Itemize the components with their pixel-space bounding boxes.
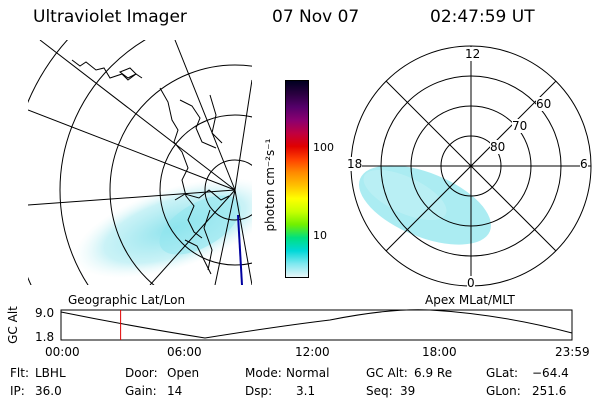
- colorbar-tick-10: 10: [313, 229, 327, 242]
- mlt-label-6: 6: [580, 157, 588, 171]
- dsp-value: 3.1: [296, 384, 316, 398]
- aurora-emission-polar-edge: [363, 169, 447, 221]
- aurora-emission-map-core: [159, 195, 241, 255]
- glon-label: GLon:: [486, 384, 521, 398]
- timeline-ytick-low: 1.8: [35, 330, 55, 344]
- mlt-label-18: 18: [347, 157, 363, 171]
- door-value: Open: [167, 366, 200, 380]
- colorbar-gradient: [286, 81, 308, 277]
- timeline-xtick-0000: 00:00: [45, 345, 80, 359]
- timeline-frame: [60, 309, 573, 341]
- seq-label: Seq:: [366, 384, 393, 398]
- timeline-xtick-1200: 12:00: [295, 345, 330, 359]
- mlat-label-60: 60: [536, 97, 552, 111]
- mlat-label-80: 80: [490, 140, 506, 154]
- ip-value: 36.0: [35, 384, 62, 398]
- date-label: 07 Nov 07: [272, 7, 360, 27]
- mlt-label-12: 12: [465, 47, 481, 61]
- timeline-xtick-2359: 23:59: [555, 345, 590, 359]
- mode-value: Normal: [286, 366, 330, 380]
- altitude-curve: [60, 309, 573, 339]
- mlat-label-70: 70: [512, 119, 528, 133]
- timeline-left-title: Geographic Lat/Lon: [68, 293, 186, 307]
- mode-label: Mode:: [245, 366, 282, 380]
- instrument-title: Ultraviolet Imager: [33, 7, 187, 27]
- coastline: [71, 59, 230, 275]
- map-latitude-grid: [28, 40, 252, 285]
- timeline-right-title: Apex MLat/MLT: [425, 293, 515, 307]
- colorbar: [285, 80, 309, 278]
- timeline-xtick-0600: 06:00: [167, 345, 202, 359]
- gain-label: Gain:: [125, 384, 157, 398]
- gcalt-value: 6.9 Re: [414, 366, 453, 380]
- colorbar-tick-100: 100: [313, 141, 334, 154]
- polar-diagonal-2: [385, 80, 557, 252]
- map-longitude-grid: [28, 40, 252, 285]
- ip-label: IP:: [10, 384, 25, 398]
- door-label: Door:: [125, 366, 158, 380]
- gain-value: 14: [167, 384, 183, 398]
- timeline-ytick-high: 9.0: [35, 306, 55, 320]
- dsp-label: Dsp:: [245, 384, 273, 398]
- glon-value: 251.6: [532, 384, 567, 398]
- time-label: 02:47:59 UT: [430, 7, 535, 27]
- gcalt-label: GC Alt:: [366, 366, 408, 380]
- mlt-label-0: 0: [467, 276, 475, 290]
- flt-label: Flt:: [10, 366, 29, 380]
- flt-value: LBHL: [35, 366, 66, 380]
- glat-label: GLat:: [486, 366, 519, 380]
- meridian-highlight: [237, 214, 243, 285]
- glat-value: −64.4: [532, 366, 569, 380]
- seq-value: 39: [400, 384, 416, 398]
- timeline-xtick-1800: 18:00: [422, 345, 457, 359]
